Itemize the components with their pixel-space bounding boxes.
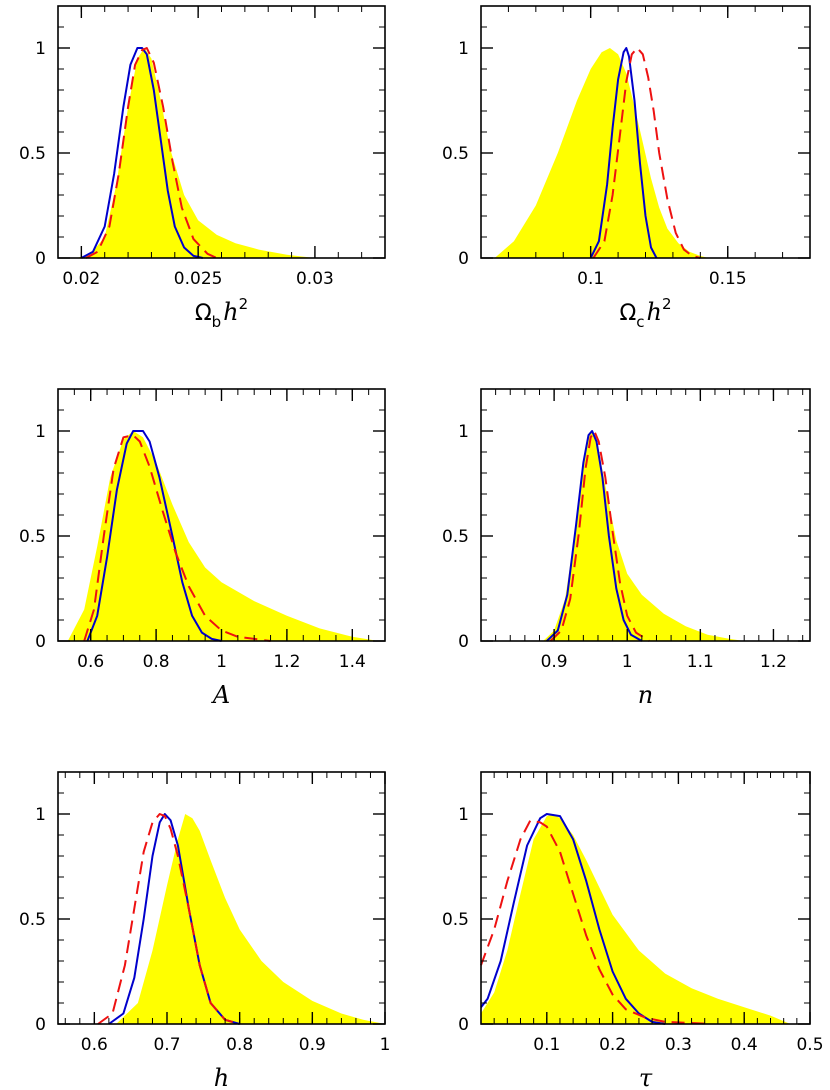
panel-2: 0.1 0.15 0 0.5 1 Ωch2	[442, 5, 811, 331]
solid-curve	[546, 430, 643, 642]
panel-3: 0.6 0.8 1 1.2 1.4 0 0.5 1 A	[19, 388, 386, 709]
dashed-curve	[592, 47, 701, 259]
dashed-curve	[85, 47, 218, 259]
x-tick-label: 0.4	[731, 1035, 758, 1055]
y-tick-label: 0	[458, 1015, 469, 1035]
x-tick-label: 0.9	[299, 1035, 326, 1055]
x-tick-label: 0.02	[62, 269, 100, 289]
solid-curve	[86, 430, 222, 642]
solid-curve	[80, 47, 204, 259]
x-tick-label: 1	[380, 1035, 391, 1055]
solid-curve	[108, 813, 240, 1025]
dashed-curve	[549, 430, 650, 642]
filled-distribution	[494, 48, 709, 258]
y-tick-label: 0.5	[442, 910, 469, 930]
y-tick-label: 0	[458, 632, 469, 652]
y-tick-label: 1	[35, 39, 46, 59]
dashed-curve	[83, 434, 271, 642]
x-axis-label: h	[214, 1064, 229, 1090]
panel-5: 0.6 0.7 0.8 0.9 1 0 0.5 1 h	[19, 771, 391, 1090]
x-tick-label: 1.4	[339, 652, 366, 672]
x-tick-label: 0.025	[174, 269, 223, 289]
x-tick-label: 0.6	[77, 652, 104, 672]
x-tick-label: 0.8	[143, 652, 170, 672]
y-tick-label: 0.5	[442, 144, 469, 164]
x-tick-label: 0.03	[296, 269, 334, 289]
filled-distribution	[76, 48, 315, 258]
x-axis-label: Ωch2	[619, 295, 671, 331]
solid-curve	[589, 47, 658, 259]
y-tick-label: 1	[458, 805, 469, 825]
y-tick-label: 0.5	[19, 144, 46, 164]
x-axis-label: A	[211, 681, 230, 709]
y-tick-label: 1	[458, 39, 469, 59]
y-tick-label: 1	[35, 805, 46, 825]
x-tick-label: 0.2	[599, 1035, 626, 1055]
x-axis-label: Ωbh2	[195, 295, 248, 331]
filled-distribution	[116, 814, 385, 1024]
x-tick-label: 1.2	[760, 652, 787, 672]
x-tick-label: 0.15	[709, 269, 747, 289]
y-tick-label: 0.5	[442, 527, 469, 547]
x-tick-label: 0.6	[81, 1035, 108, 1055]
filled-distribution	[543, 431, 745, 641]
dashed-curve	[97, 813, 240, 1025]
x-tick-label: 0.1	[533, 1035, 560, 1055]
x-tick-label: 0.1	[577, 269, 604, 289]
filled-distribution	[67, 431, 379, 641]
panel-4: 0.9 1 1.1 1.200.51n	[442, 388, 811, 709]
x-tick-label: 0.3	[665, 1035, 692, 1055]
y-tick-label: 1	[35, 422, 46, 442]
x-tick-label: 1.1	[687, 652, 714, 672]
filled-distribution	[481, 814, 791, 1024]
x-tick-label: 1	[216, 652, 227, 672]
x-tick-label: 1	[622, 652, 633, 672]
x-tick-label: 0.8	[226, 1035, 253, 1055]
y-tick-label: 1	[458, 422, 469, 442]
y-tick-label: 0.5	[19, 527, 46, 547]
y-tick-label: 0	[35, 632, 46, 652]
x-axis-label: n	[638, 681, 653, 709]
y-tick-label: 0	[35, 249, 46, 269]
x-tick-label: 0.7	[153, 1035, 180, 1055]
x-axis-label: τ	[639, 1064, 653, 1090]
panel-1: 0.02 0.025 0.03 0 0.5 1 Ωbh2	[19, 5, 386, 331]
panel-6: 0.1 0.2 0.3 0.4 0.5 0 0.5 1 τ	[442, 771, 824, 1090]
y-tick-label: 0	[35, 1015, 46, 1035]
solid-curve	[480, 813, 666, 1025]
x-tick-label: 1.2	[273, 652, 300, 672]
x-tick-label: 0.9	[541, 652, 568, 672]
y-tick-label: 0.5	[19, 910, 46, 930]
y-tick-label: 0	[458, 249, 469, 269]
x-tick-label: 0.5	[796, 1035, 823, 1055]
